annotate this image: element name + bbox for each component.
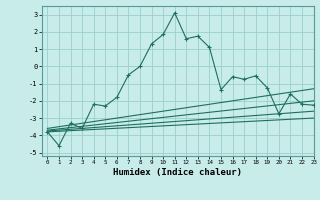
X-axis label: Humidex (Indice chaleur): Humidex (Indice chaleur) — [113, 168, 242, 177]
